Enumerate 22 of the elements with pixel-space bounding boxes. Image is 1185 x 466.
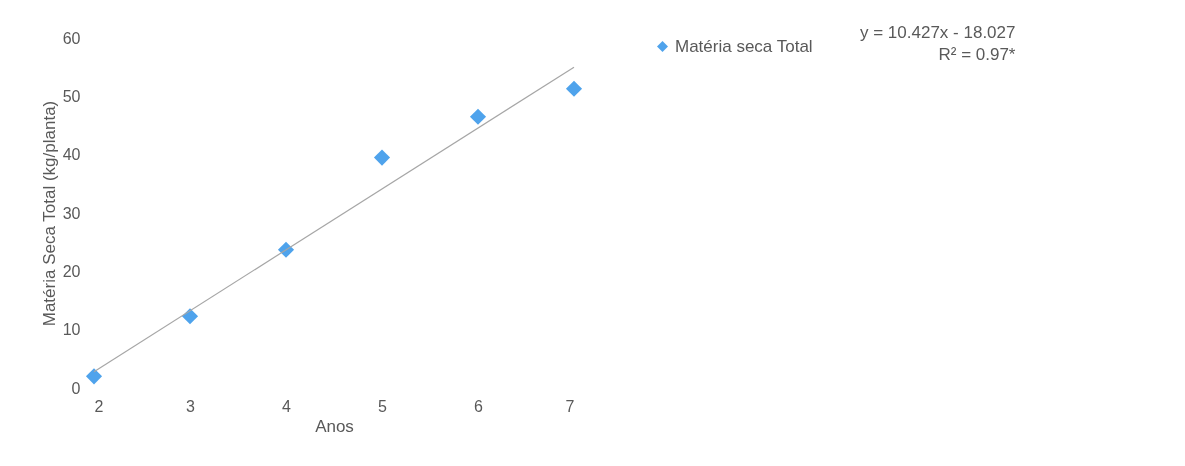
y-axis-title: Matéria Seca Total (kg/planta) bbox=[39, 100, 59, 327]
y-tick-label: 0 bbox=[71, 379, 81, 397]
point bbox=[373, 149, 391, 166]
text: y = 10.427x - 18.027 R² = 0.97* bbox=[860, 22, 1016, 67]
point bbox=[85, 368, 103, 385]
y-tick-label: 20 bbox=[62, 262, 81, 280]
legend-label: Matéria seca Total bbox=[675, 36, 813, 56]
y-tick-label: 50 bbox=[62, 87, 81, 105]
x-tick-label: 2 bbox=[94, 397, 104, 415]
point bbox=[181, 308, 199, 325]
y-tick-label: 40 bbox=[62, 146, 81, 164]
x-tick-label: 6 bbox=[474, 397, 484, 415]
y-tick-label: 60 bbox=[62, 29, 81, 47]
x-axis-title: Anos bbox=[315, 416, 354, 436]
point bbox=[469, 108, 487, 125]
x-tick-label: 7 bbox=[565, 397, 575, 415]
x-tick-label: 5 bbox=[378, 397, 388, 415]
x-tick-label: 3 bbox=[186, 397, 196, 415]
point bbox=[565, 80, 583, 97]
y-tick-label: 10 bbox=[62, 321, 81, 339]
x-tick-label: 4 bbox=[282, 397, 292, 415]
y-tick-label: 30 bbox=[62, 204, 81, 222]
